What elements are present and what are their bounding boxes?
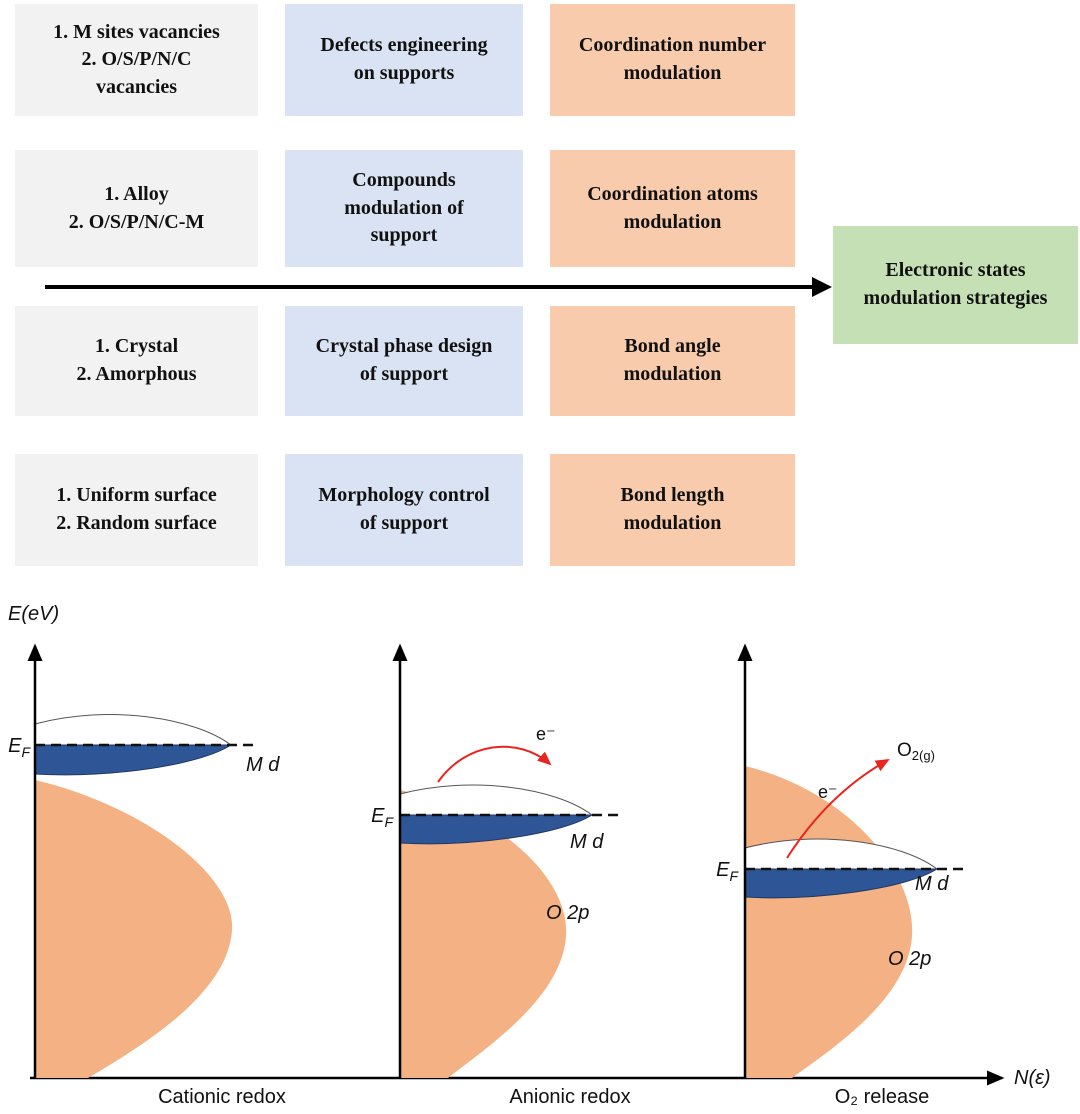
o2p-band-label: O 2p <box>546 902 589 924</box>
dos-plot: E(eV) N(ε) EF M d Cationic redox e⁻ EF M… <box>8 603 1051 1108</box>
panel-cationic-redox: EF M d Cationic redox <box>8 643 286 1108</box>
flow-box-alloy: 1. Alloy 2. O/S/P/N/C-M <box>15 150 258 267</box>
flow-box-surface-type: 1. Uniform surface 2. Random surface <box>15 454 258 566</box>
o2p-band-shape <box>400 790 567 1078</box>
o2-gas-label: O2(g) <box>897 740 935 763</box>
o2p-band-shape <box>745 766 913 1078</box>
flow-box-morphology-control: Morphology control of support <box>285 454 523 566</box>
flow-box-coordination-number: Coordination number modulation <box>550 4 795 116</box>
empty-band-shape <box>744 838 939 870</box>
flow-box-compounds-modulation: Compounds modulation of support <box>285 150 523 267</box>
o2p-band-shape <box>35 780 233 1078</box>
flow-box-defects-engineering: Defects engineering on supports <box>285 4 523 116</box>
electron-transfer-arrow <box>437 745 552 783</box>
panel-anionic-redox: e⁻ EF M d O 2p Anionic redox <box>371 643 631 1108</box>
panel-title: O₂ release <box>835 1086 929 1108</box>
fermi-level-label: EF <box>371 805 394 830</box>
flow-box-coordination-atoms: Coordination atoms modulation <box>550 150 795 267</box>
electron-label: e⁻ <box>536 724 556 744</box>
flow-box-bond-angle: Bond angle modulation <box>550 306 795 416</box>
md-band-label: M d <box>246 754 280 776</box>
oxygen-release-arrow <box>786 759 890 859</box>
panel-title: Cationic redox <box>158 1086 286 1108</box>
panel-title: Anionic redox <box>509 1086 630 1108</box>
flow-box-bond-length: Bond length modulation <box>550 454 795 566</box>
md-band-shape <box>744 868 939 899</box>
md-band-label: M d <box>915 873 949 895</box>
fermi-level-label: EF <box>8 735 31 760</box>
md-band-label: M d <box>570 831 604 853</box>
x-axis-label: N(ε) <box>1014 1067 1051 1089</box>
flow-box-crystal-phase-design: Crystal phase design of support <box>285 306 523 416</box>
md-band-shape <box>34 744 233 776</box>
md-band-shape <box>399 814 594 845</box>
fermi-level-label: EF <box>716 859 739 884</box>
flow-box-vacancies: 1. M sites vacancies 2. O/S/P/N/C vacanc… <box>15 4 258 116</box>
empty-band-shape <box>34 714 233 746</box>
flow-arrow <box>45 277 832 297</box>
electron-label: e⁻ <box>818 782 838 802</box>
o2p-band-label: O 2p <box>888 948 931 970</box>
flow-box-result: Electronic states modulation strategies <box>833 226 1078 344</box>
flow-box-crystal-amorphous: 1. Crystal 2. Amorphous <box>15 306 258 416</box>
empty-band-shape <box>399 784 594 816</box>
panel-o2-release: e⁻ O2(g) EF M d O 2p O₂ release <box>716 643 967 1108</box>
y-axis-label: E(eV) <box>8 603 59 625</box>
